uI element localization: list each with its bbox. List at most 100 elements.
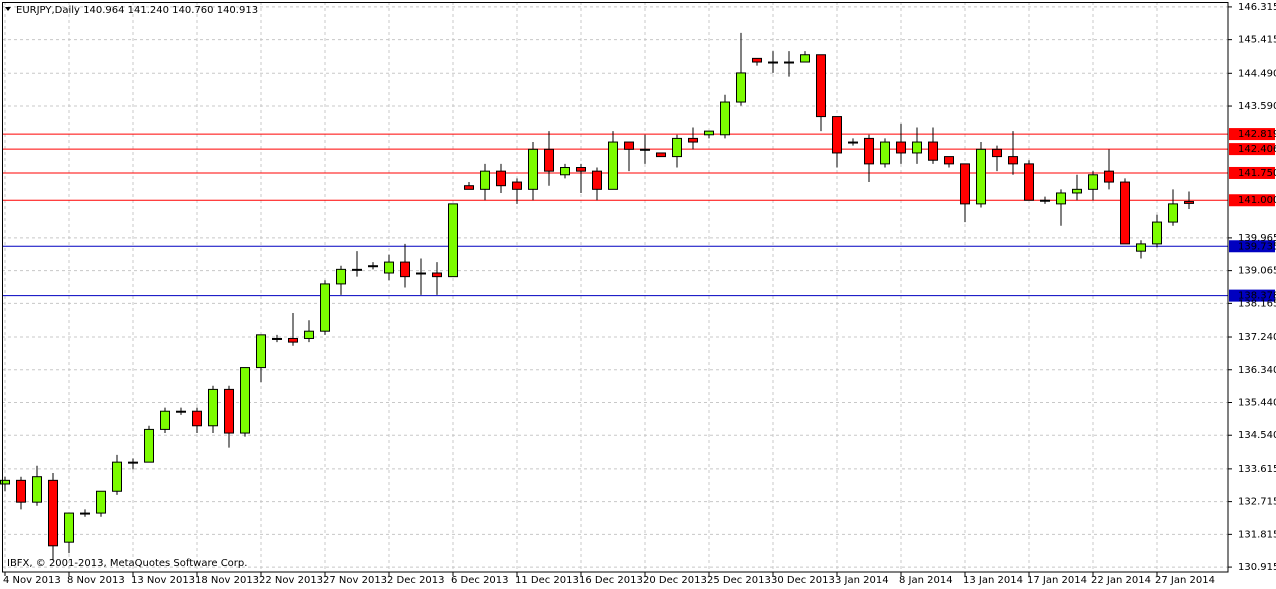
- candle-body: [1184, 201, 1194, 204]
- x-tick-label: 8 Nov 2013: [67, 575, 125, 586]
- x-tick-label: 20 Dec 2013: [643, 575, 707, 586]
- y-tick-label: 135.440: [1238, 397, 1276, 408]
- level-label-bg: [1229, 240, 1275, 253]
- x-tick-label: 11 Dec 2013: [515, 575, 579, 586]
- candle-body: [288, 337, 298, 343]
- level-label: 142.819: [1238, 129, 1276, 140]
- candle-body: [896, 141, 906, 154]
- candle-body: [160, 410, 170, 430]
- y-tick-label: 132.715: [1238, 497, 1276, 508]
- candle-body: [1072, 188, 1082, 194]
- level-label-bg: [1229, 128, 1275, 141]
- y-tick-label: 144.490: [1238, 68, 1276, 79]
- candle-body: [736, 72, 746, 103]
- x-tick-label: 27 Jan 2014: [1155, 575, 1215, 586]
- candle-body: [720, 101, 730, 136]
- candle-body: [1008, 156, 1018, 165]
- candle-body: [528, 148, 538, 190]
- candle-body: [304, 330, 314, 339]
- candle-body: [1104, 170, 1114, 183]
- candle-body: [384, 261, 394, 274]
- candle-body: [944, 156, 954, 165]
- candle-body: [1040, 199, 1050, 202]
- candle-body: [848, 141, 858, 144]
- candle-body: [0, 479, 10, 485]
- candle-body: [960, 163, 970, 205]
- candle-body: [704, 130, 714, 136]
- candle-body: [80, 512, 90, 515]
- candle-body: [832, 116, 842, 154]
- x-tick-label: 8 Jan 2014: [899, 575, 953, 586]
- candle-body: [272, 337, 282, 340]
- candle-body: [368, 265, 378, 268]
- level-label: 142.406: [1238, 144, 1276, 155]
- candle-body: [1168, 203, 1178, 223]
- candle-body: [352, 268, 362, 271]
- candle-body: [64, 512, 74, 543]
- candle-body: [496, 170, 506, 187]
- candle-body: [576, 167, 586, 172]
- level-label: 141.750: [1238, 168, 1276, 179]
- candle-body: [336, 268, 346, 285]
- candle-body: [480, 170, 490, 190]
- candle-body: [432, 272, 442, 278]
- candle-body: [624, 141, 634, 150]
- candle-body: [640, 148, 650, 151]
- plot-frame: [2, 2, 1229, 573]
- level-label: 141.000: [1238, 195, 1276, 206]
- credit: IBFX, © 2001-2013, MetaQuotes Software C…: [7, 558, 247, 569]
- candle-body: [512, 181, 522, 190]
- candle-body: [1136, 243, 1146, 252]
- candle-body: [128, 461, 138, 464]
- candle-body: [16, 479, 26, 503]
- candle-body: [928, 141, 938, 161]
- candle-body: [240, 367, 250, 434]
- candle-body: [1024, 163, 1034, 201]
- y-tick-label: 134.540: [1238, 430, 1276, 441]
- candle-body: [1120, 181, 1130, 245]
- candle-body: [224, 388, 234, 434]
- candle-body: [560, 167, 570, 176]
- levels: 142.819 142.406 141.750 141.000 139.735 138.3…: [2, 128, 1276, 302]
- x-tick-label: 17 Jan 2014: [1027, 575, 1087, 586]
- y-tick-label: 133.615: [1238, 464, 1276, 475]
- chart-title: EURJPY,Daily 140.964 141.240 140.760 140…: [16, 5, 258, 16]
- y-tick-label: 146.315: [1238, 2, 1276, 13]
- x-tick-label: 3 Jan 2014: [835, 575, 889, 586]
- x-tick-label: 4 Nov 2013: [3, 575, 61, 586]
- candle-body: [672, 137, 682, 158]
- x-tick-label: 16 Dec 2013: [579, 575, 643, 586]
- y-tick-label: 138.165: [1238, 298, 1276, 309]
- y-tick-label: 139.065: [1238, 266, 1276, 277]
- candle-body: [912, 141, 922, 154]
- candles: [0, 32, 1194, 561]
- y-tick-label: 137.240: [1238, 332, 1276, 343]
- candle-body: [176, 410, 186, 413]
- axes: 146.315 145.415 144.490 143.590 139.965 139.0…: [3, 2, 1276, 586]
- grid: [2, 2, 1228, 572]
- x-tick-label: 18 Nov 2013: [195, 575, 259, 586]
- candle-body: [816, 54, 826, 118]
- candle-body: [608, 141, 618, 190]
- y-tick-label: 143.590: [1238, 101, 1276, 112]
- candle-body: [208, 388, 218, 427]
- level-label-bg: [1229, 289, 1275, 302]
- candle-body: [864, 137, 874, 165]
- candle-body: [400, 261, 410, 278]
- candle-body: [544, 148, 554, 172]
- level-label: 138.378: [1238, 291, 1276, 302]
- candle-body: [48, 479, 58, 547]
- level-label-bg: [1229, 143, 1275, 156]
- candle-body: [144, 428, 154, 463]
- level-label-bg: [1229, 194, 1275, 207]
- x-tick-label: 22 Jan 2014: [1091, 575, 1151, 586]
- candle-body: [112, 461, 122, 492]
- candle-body: [32, 476, 42, 503]
- candle-body: [656, 152, 666, 158]
- candle-body: [880, 141, 890, 165]
- x-tick-label: 13 Nov 2013: [131, 575, 195, 586]
- candle-body: [768, 61, 778, 64]
- candle-body: [1152, 221, 1162, 245]
